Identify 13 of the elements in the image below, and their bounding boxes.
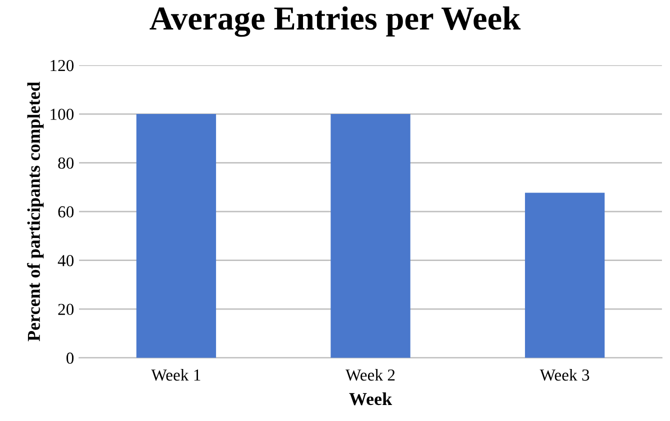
y-tick-label: 40 [58,255,74,266]
y-tick-label: 100 [50,108,74,120]
y-tick-label: 120 [50,60,74,72]
y-axis-title: Percent of participants completed [27,82,44,342]
x-tick-label: Week 3 [540,368,590,381]
x-tick-label: Week 2 [346,368,395,381]
y-tick-label: 20 [58,304,74,316]
x-axis-title: Week [349,392,392,406]
y-tick-label: 60 [58,206,74,218]
chart-title: Average Entries per Week [150,6,521,37]
y-tick-label: 0 [66,352,74,364]
x-tick-label: Week 1 [151,368,200,381]
y-tick-label: 80 [58,157,74,169]
